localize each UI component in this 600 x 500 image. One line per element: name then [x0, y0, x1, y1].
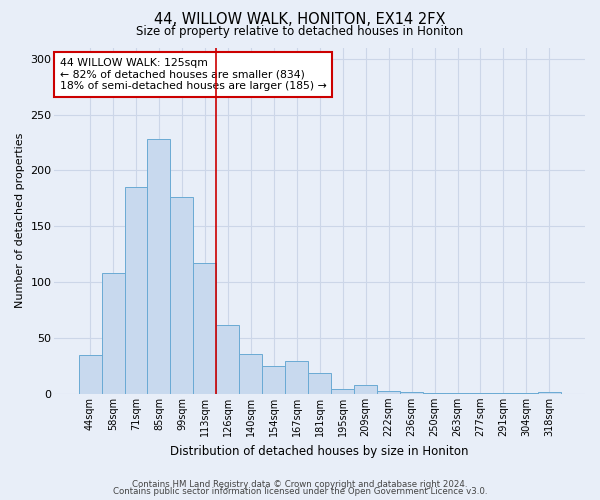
Bar [469, 393, 492, 394]
Bar [515, 393, 538, 394]
Bar [446, 393, 469, 394]
Bar [170, 197, 193, 394]
Bar [423, 393, 446, 394]
Bar [262, 366, 285, 394]
Bar [308, 372, 331, 394]
Bar [193, 263, 217, 394]
Bar [331, 390, 354, 394]
Bar [400, 392, 423, 394]
Text: Contains HM Land Registry data © Crown copyright and database right 2024.: Contains HM Land Registry data © Crown c… [132, 480, 468, 489]
Text: Contains public sector information licensed under the Open Government Licence v3: Contains public sector information licen… [113, 488, 487, 496]
Text: 44 WILLOW WALK: 125sqm
← 82% of detached houses are smaller (834)
18% of semi-de: 44 WILLOW WALK: 125sqm ← 82% of detached… [60, 58, 326, 91]
Bar [538, 392, 561, 394]
Bar [239, 354, 262, 394]
Bar [148, 139, 170, 394]
Bar [101, 273, 125, 394]
Bar [285, 362, 308, 394]
Bar [217, 324, 239, 394]
Y-axis label: Number of detached properties: Number of detached properties [15, 133, 25, 308]
X-axis label: Distribution of detached houses by size in Honiton: Distribution of detached houses by size … [170, 444, 469, 458]
Text: 44, WILLOW WALK, HONITON, EX14 2FX: 44, WILLOW WALK, HONITON, EX14 2FX [154, 12, 446, 28]
Bar [79, 355, 101, 394]
Bar [125, 187, 148, 394]
Bar [377, 390, 400, 394]
Text: Size of property relative to detached houses in Honiton: Size of property relative to detached ho… [136, 24, 464, 38]
Bar [354, 385, 377, 394]
Bar [492, 393, 515, 394]
